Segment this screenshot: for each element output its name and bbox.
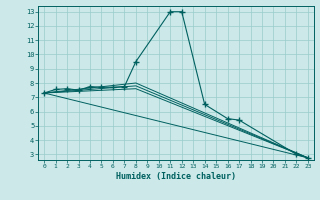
X-axis label: Humidex (Indice chaleur): Humidex (Indice chaleur) — [116, 172, 236, 181]
